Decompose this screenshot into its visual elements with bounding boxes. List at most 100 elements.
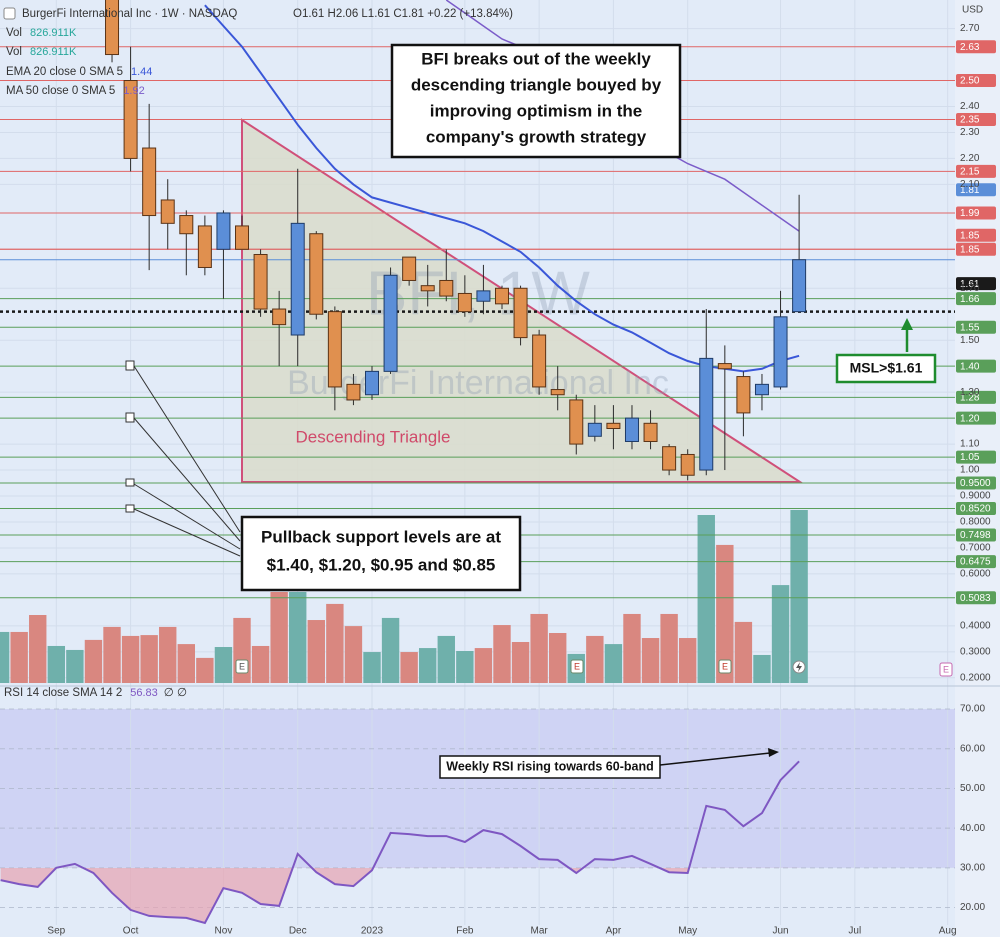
candle-body [773,316,788,388]
volume-bar [159,626,177,683]
candle-body [123,80,138,159]
level-label-box [956,277,996,291]
volume-bar [771,585,790,683]
candle-body [587,422,602,437]
support-box [240,515,522,592]
level-label: 1.20 [960,413,980,424]
dividend-icon-bolt [796,662,802,672]
y-tick-label: 2.70 [960,23,980,34]
x-tick-label: Oct [123,926,139,937]
candle-body [309,233,324,315]
candle-body [457,292,472,313]
legend-value: 1.44 [131,66,152,78]
earnings-marker [570,659,584,674]
candle-body [105,0,120,56]
volume-bar [84,639,103,683]
x-tick-label: Jun [772,926,788,937]
breakout-text: improving optimism in the [430,101,643,120]
support-marker [125,504,135,513]
breakout-box [390,43,682,159]
candle-body [736,376,751,414]
earnings-label: E [574,661,580,671]
volume-bar [623,613,641,683]
rsi-arrow [659,752,771,766]
watermark-subtitle: BurgerFi International Inc [287,364,669,402]
volume-bar [381,617,400,683]
connector [133,483,241,550]
x-tick-label: Mar [531,926,549,937]
volume-bar [586,635,604,683]
x-tick-label: Aug [939,926,957,937]
earnings-marker [939,662,953,677]
volume-bar [47,645,66,683]
level-label-box [956,555,996,569]
candle-body [494,287,509,305]
candle-body [792,259,807,313]
level-label-box [956,164,996,178]
candle-body [216,212,231,250]
candle-body [197,225,212,268]
rsi-line [0,760,800,925]
candle-body [624,417,639,442]
candle-body [383,274,398,372]
candle-body [680,453,695,476]
candle-body [513,287,528,339]
legend-name: MA 50 close 0 SMA 5 [6,85,115,97]
rsi-tick-label: 40.00 [960,823,985,834]
volume-bar [140,635,158,683]
y-tick-label: 0.9000 [960,491,991,502]
level-label: 1.55 [960,322,980,333]
y-tick-label: 0.6000 [960,569,991,580]
level-label: 1.85 [960,244,980,255]
x-tick-label: Sep [47,926,65,937]
volume-bar [251,645,270,683]
level-label: 1.40 [960,361,980,372]
level-label: 0.7498 [960,530,991,541]
candle-body [235,225,250,250]
y-tick-label: 1.00 [960,465,980,476]
candle-body [662,446,677,471]
volume-bar [196,657,214,683]
y-tick-label: 0.4000 [960,621,991,632]
y-tick-label: 0.7000 [960,543,991,554]
x-tick-label: May [678,926,697,937]
level-label-box [956,528,996,542]
volume-bar [400,652,418,683]
candle-body [420,285,435,292]
volume-bar [0,631,10,683]
candle-body [754,383,769,396]
level-label-box [956,40,996,54]
legend-name: Vol [6,46,22,58]
volume-bar [660,613,678,683]
y-tick-label: 2.10 [960,179,980,190]
rsi-oversold-fill [0,867,800,923]
volume-bar [289,591,307,683]
candle-body [160,199,175,224]
volume-bar [10,631,28,683]
earnings-marker [235,659,249,674]
y-tick-label: 1.50 [960,335,980,346]
volume-bar [177,644,195,683]
candle-body [253,254,268,310]
level-label: 0.9500 [960,478,991,489]
volume-bar [270,591,288,683]
breakout-text: descending triangle bouyed by [411,75,662,94]
symbol-icon [3,7,16,20]
support-marker [125,478,135,487]
level-label-box [956,450,996,464]
volume-bar [734,621,753,683]
volume-bar [326,603,344,683]
candle-body [476,290,491,302]
support-text: $1.40, $1.20, $0.95 and $0.85 [267,555,496,574]
volume-bar [307,620,325,683]
rsi-tick-label: 70.00 [960,704,985,715]
y-tick-label: 2.20 [960,153,980,164]
rsi-arrow-head [768,748,779,757]
candle-body [365,370,379,396]
legend-value: 826.911K [30,27,77,39]
level-label-box [956,206,996,220]
volume-bar [549,632,567,683]
volume-bar [641,638,660,683]
candle-body [606,422,621,429]
rsi-value: 56.83 [130,687,158,699]
